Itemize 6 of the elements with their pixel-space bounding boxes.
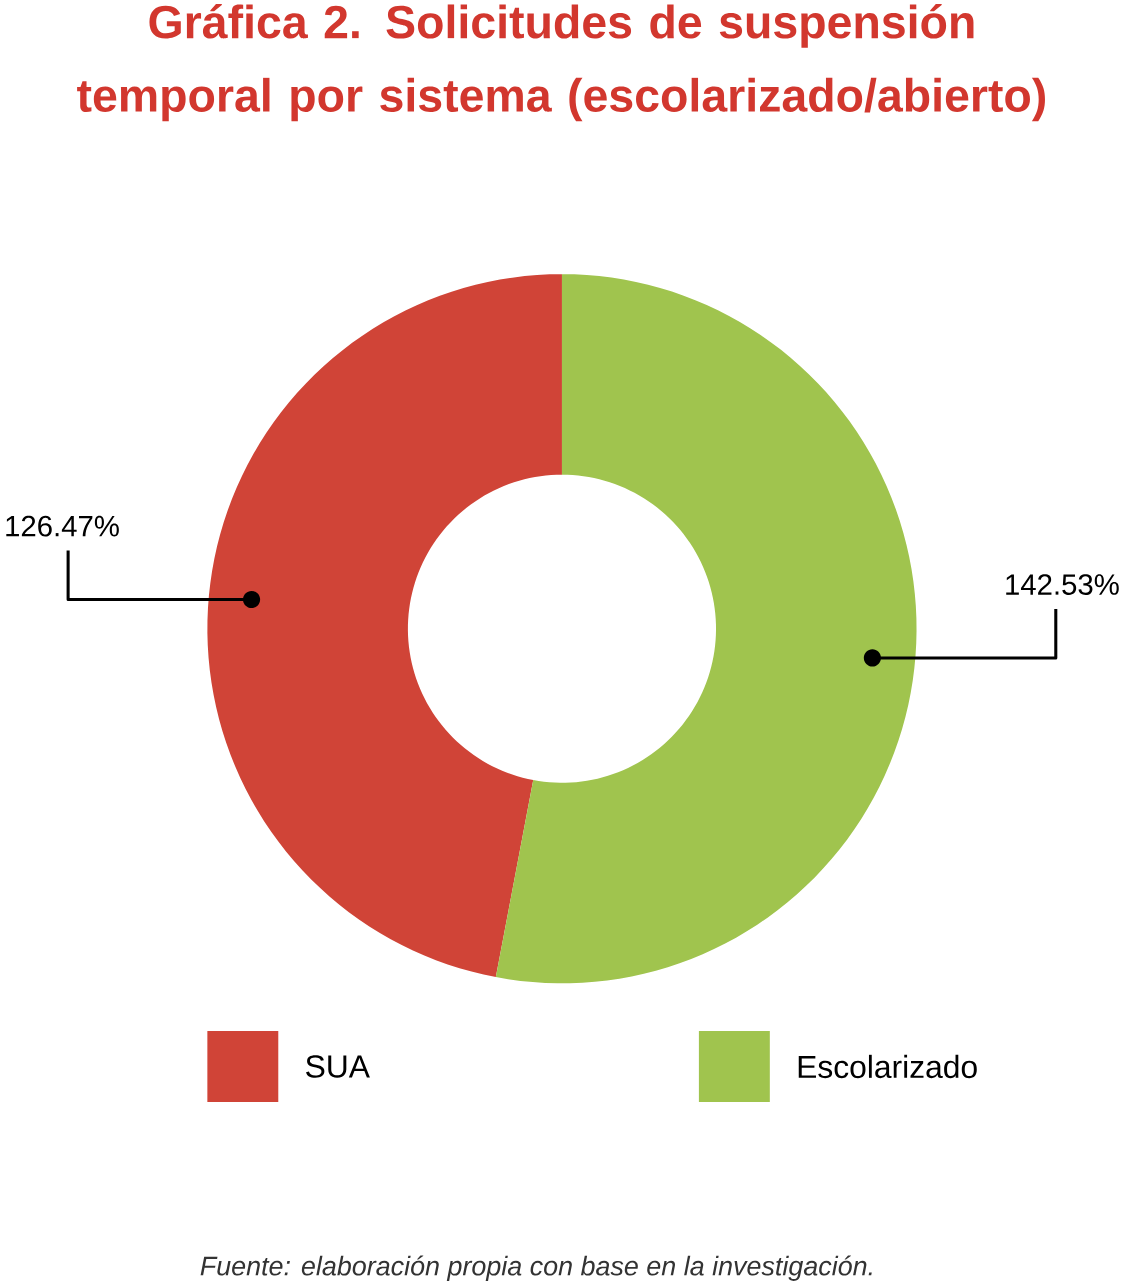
legend-label: SUA — [306, 1055, 370, 1078]
data-label: 142.53% — [1006, 574, 1119, 595]
data-label: 126.47% — [6, 515, 119, 537]
chart-title: Gráfica 2. Solicitudes de suspensión temporal por sistema (escolarizado/abierto) — [77, 4, 1046, 122]
text: Fuente: elaboración propia con base en la investigación. — [200, 1255, 872, 1281]
legend-label: Escolarizado — [798, 1054, 977, 1079]
